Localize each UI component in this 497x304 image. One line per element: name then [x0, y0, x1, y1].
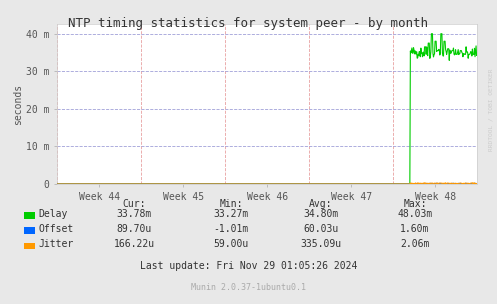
Text: RRDTOOL / TOBI OETIKER: RRDTOOL / TOBI OETIKER [489, 68, 494, 151]
Text: Offset: Offset [39, 224, 74, 234]
Text: Delay: Delay [39, 209, 68, 219]
Text: Avg:: Avg: [309, 199, 332, 209]
Text: 34.80m: 34.80m [303, 209, 338, 219]
Text: 33.27m: 33.27m [214, 209, 248, 219]
Text: 2.06m: 2.06m [400, 239, 430, 249]
Text: 59.00u: 59.00u [214, 239, 248, 249]
Text: 1.60m: 1.60m [400, 224, 430, 234]
Text: 48.03m: 48.03m [398, 209, 432, 219]
Text: 335.09u: 335.09u [300, 239, 341, 249]
Y-axis label: seconds: seconds [13, 84, 23, 125]
Text: Min:: Min: [219, 199, 243, 209]
Text: 33.78m: 33.78m [117, 209, 152, 219]
Text: 166.22u: 166.22u [114, 239, 155, 249]
Text: NTP timing statistics for system peer - by month: NTP timing statistics for system peer - … [69, 17, 428, 30]
Text: Max:: Max: [403, 199, 427, 209]
Text: 89.70u: 89.70u [117, 224, 152, 234]
Text: 60.03u: 60.03u [303, 224, 338, 234]
Text: Last update: Fri Nov 29 01:05:26 2024: Last update: Fri Nov 29 01:05:26 2024 [140, 261, 357, 271]
Text: Munin 2.0.37-1ubuntu0.1: Munin 2.0.37-1ubuntu0.1 [191, 283, 306, 292]
Text: Cur:: Cur: [122, 199, 146, 209]
Text: -1.01m: -1.01m [214, 224, 248, 234]
Text: Jitter: Jitter [39, 239, 74, 249]
